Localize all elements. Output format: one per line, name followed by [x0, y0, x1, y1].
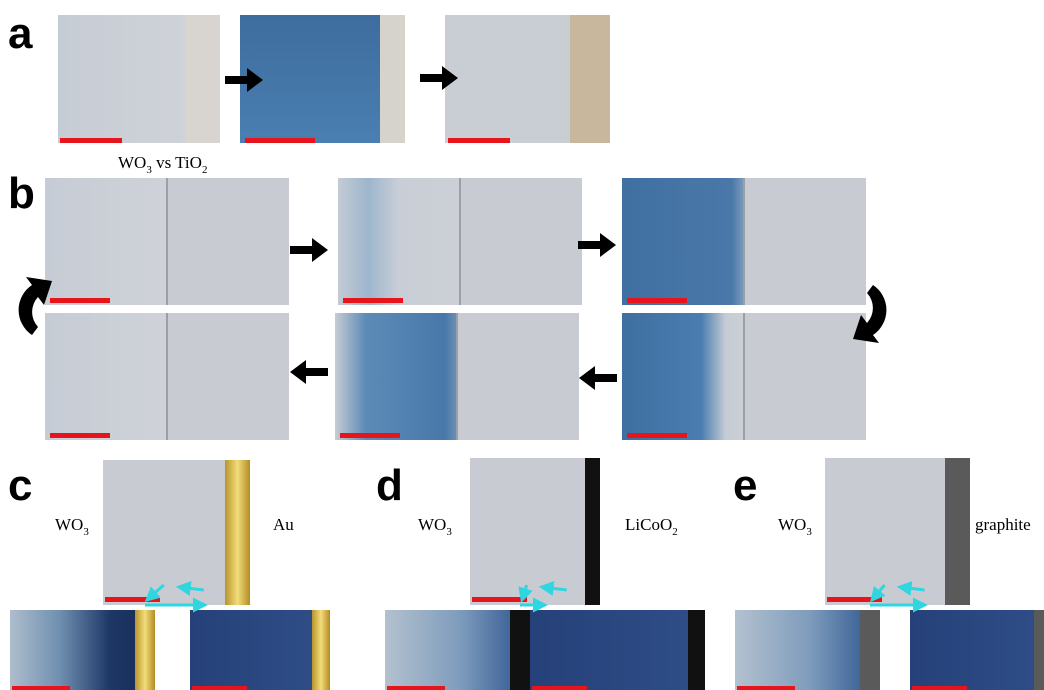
photo — [457, 313, 579, 440]
scale-bar — [245, 138, 315, 143]
electrode — [312, 610, 330, 690]
panel-label: d — [376, 461, 403, 510]
scale-bar — [387, 686, 445, 690]
figure: abcdeWO3 vs TiO2WO3AuWO3LiCoO2WO3graphit… — [0, 0, 1044, 690]
panel-label: e — [733, 461, 757, 510]
electrode — [860, 610, 880, 690]
arrow — [578, 233, 616, 257]
electrode — [688, 610, 705, 690]
chem-label: LiCoO2 — [625, 515, 678, 538]
subscript: 2 — [202, 164, 208, 176]
text-part: WO — [118, 153, 146, 172]
scale-bar — [340, 433, 400, 438]
photo — [58, 15, 185, 143]
text-part: LiCoO — [625, 515, 672, 534]
chem-label: WO3 — [778, 515, 812, 538]
arrow — [579, 366, 617, 390]
electrode — [585, 458, 600, 605]
chem-label: WO3 vs TiO2 — [118, 153, 207, 176]
photos — [10, 15, 1044, 690]
panel-label: a — [8, 9, 33, 58]
photo — [910, 610, 1034, 690]
scale-bar — [50, 433, 110, 438]
scale-bar — [912, 686, 967, 690]
electrode — [945, 458, 970, 605]
text-part: WO — [418, 515, 446, 534]
text-part: WO — [55, 515, 83, 534]
photo — [45, 178, 167, 305]
photo — [385, 610, 510, 690]
photo — [445, 15, 570, 143]
electrode — [135, 610, 155, 690]
scale-bar — [60, 138, 122, 143]
scale-bar — [50, 298, 110, 303]
electrode — [510, 610, 530, 690]
scale-bar — [737, 686, 795, 690]
scale-bar — [627, 298, 687, 303]
photo — [622, 313, 744, 440]
chem-label: WO3 — [418, 515, 452, 538]
panel-label: c — [8, 461, 32, 510]
panel-label: b — [8, 169, 35, 218]
photo — [744, 313, 866, 440]
text-part: graphite — [975, 515, 1031, 534]
photo — [103, 460, 225, 605]
electrode — [1034, 610, 1044, 690]
substrate — [570, 15, 610, 143]
subscript: 2 — [672, 526, 678, 538]
photo — [167, 313, 289, 440]
scale-bar — [343, 298, 403, 303]
scale-bar — [472, 597, 527, 602]
subscript: 3 — [83, 526, 89, 538]
scale-bar — [627, 433, 687, 438]
photo — [45, 313, 167, 440]
substrate — [380, 15, 405, 143]
substrate — [185, 15, 220, 143]
photo — [735, 610, 860, 690]
chem-label: WO3 — [55, 515, 89, 538]
photo — [338, 178, 460, 305]
photo — [335, 313, 457, 440]
arrow — [290, 238, 328, 262]
scale-bar — [12, 686, 70, 690]
electrode — [225, 460, 250, 605]
text-part: Au — [273, 515, 294, 534]
chem-label: Au — [273, 515, 294, 534]
text-part: vs TiO — [152, 153, 202, 172]
subscript: 3 — [806, 526, 812, 538]
photo — [530, 610, 688, 690]
scale-bar — [192, 686, 247, 690]
photo — [10, 610, 135, 690]
scale-bar — [448, 138, 510, 143]
chem-label: graphite — [975, 515, 1031, 534]
subscript: 3 — [446, 526, 452, 538]
arrow — [290, 360, 328, 384]
photo — [744, 178, 866, 305]
photo — [825, 458, 945, 605]
photo — [167, 178, 289, 305]
photo — [460, 178, 582, 305]
text-part: WO — [778, 515, 806, 534]
photo — [190, 610, 312, 690]
scale-bar — [532, 686, 587, 690]
photo — [622, 178, 744, 305]
photo — [470, 458, 585, 605]
